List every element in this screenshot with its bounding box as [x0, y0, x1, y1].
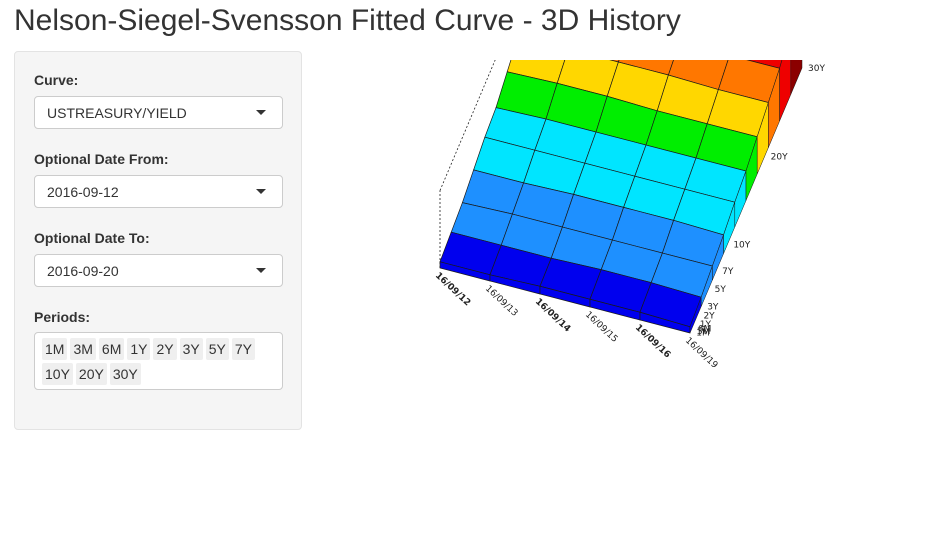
date-to-label: Optional Date To: [34, 230, 150, 246]
date-from-select[interactable]: 2016-09-12 [34, 175, 283, 208]
date-to-value: 2016-09-20 [47, 263, 119, 279]
surface-side-facet [790, 60, 803, 95]
y-tick-label: 10Y [733, 241, 750, 251]
y-tick-label: 3Y [707, 303, 719, 313]
period-tag[interactable]: 20Y [75, 363, 107, 385]
x-tick-label: 16/09/16 [633, 323, 672, 360]
y-tick-label: 2Y [703, 311, 715, 321]
y-tick-label: 5Y [715, 285, 727, 295]
period-tag[interactable]: 1Y [127, 338, 151, 360]
y-tick-label: 3M [697, 327, 711, 337]
y-tick-label: 20Y [771, 152, 788, 162]
x-tick-label: 16/09/13 [483, 284, 519, 319]
sidebar-panel: Curve: USTREASURY/YIELD Optional Date Fr… [14, 51, 302, 430]
curve-label: Curve: [34, 72, 79, 88]
period-tag[interactable]: 1M [42, 338, 68, 360]
period-tag[interactable]: 7Y [231, 338, 255, 360]
date-from-value: 2016-09-12 [47, 184, 119, 200]
curve-select-value: USTREASURY/YIELD [47, 105, 187, 121]
chevron-down-icon [256, 189, 266, 194]
x-tick-label: 16/09/14 [533, 297, 572, 334]
surface-side-facet [779, 60, 792, 122]
y-tick-label: 1M [696, 328, 710, 338]
period-tag[interactable]: 2Y [153, 338, 177, 360]
x-tick-label: 16/09/15 [583, 310, 619, 345]
y-tick-label: 30Y [808, 64, 825, 74]
y-tick-label: 7Y [722, 267, 734, 277]
period-tag[interactable]: 3Y [179, 338, 203, 360]
date-to-select[interactable]: 2016-09-20 [34, 254, 283, 287]
periods-label: Periods: [34, 309, 91, 325]
curve-select[interactable]: USTREASURY/YIELD [34, 96, 283, 129]
period-tag[interactable]: 5Y [205, 338, 229, 360]
date-from-label: Optional Date From: [34, 151, 169, 167]
period-tag[interactable]: 30Y [109, 363, 141, 385]
periods-multiselect[interactable]: 1M 3M 6M 1Y 2Y 3Y 5Y 7Y 10Y 20Y 30Y [34, 332, 283, 390]
chevron-down-icon [256, 110, 266, 115]
y-tick-label: 6M [698, 325, 712, 335]
period-tag[interactable]: 6M [98, 338, 125, 360]
period-tag[interactable]: 10Y [42, 363, 73, 385]
x-tick-label: 16/09/19 [683, 336, 720, 371]
y-tick-label: 1Y [700, 320, 712, 330]
period-tag[interactable]: 3M [70, 338, 96, 360]
page-title: Nelson-Siegel-Svensson Fitted Curve - 3D… [14, 4, 681, 37]
x-tick-label: 16/09/12 [433, 271, 472, 308]
chevron-down-icon [256, 268, 266, 273]
surface-chart[interactable]: 16/09/12 16/09/13 16/09/14 16/09/15 16/09/16… [400, 60, 880, 455]
